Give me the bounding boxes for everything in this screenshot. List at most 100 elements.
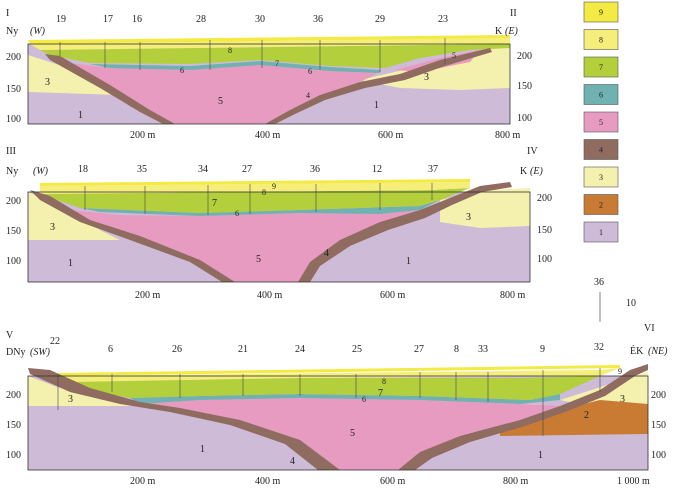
legend-swatch-9 <box>583 1 619 23</box>
y-tick: 150 <box>537 225 552 236</box>
right-direction: K <box>495 26 503 37</box>
x-tick: 800 m <box>500 290 526 301</box>
unit-label: 8 <box>382 377 386 386</box>
y-tick: 200 <box>651 390 666 401</box>
y-axis-left-3: 200 150 100 <box>6 390 21 461</box>
unit-label: 5 <box>452 51 456 60</box>
y-tick: 150 <box>517 81 532 92</box>
x-tick: 800 m <box>503 476 529 487</box>
legend-swatch-6 <box>583 84 619 105</box>
unit-4-fill-left <box>30 190 235 282</box>
well-number: 19 <box>56 14 66 25</box>
legend-label-1: 1 <box>599 228 603 237</box>
well-number: 22 <box>50 336 60 347</box>
unit-labels-2: 9 8 7 6 5 4 3 3 1 1 <box>50 182 471 269</box>
unit-labels-1: 8 6 7 6 5 4 3 3 1 1 5 <box>45 46 456 121</box>
x-tick: 1 000 m <box>617 476 650 487</box>
unit-label: 3 <box>424 72 429 83</box>
unit-5-fill <box>140 398 560 470</box>
unit-label: 2 <box>584 410 589 421</box>
unit-9-fill <box>28 35 510 44</box>
unit-label: 8 <box>228 46 232 55</box>
legend-swatch-2 <box>583 194 619 215</box>
legend-swatch-4 <box>583 139 619 160</box>
y-tick: 200 <box>6 390 21 401</box>
x-tick: 200 m <box>130 476 156 487</box>
unit-label: 1 <box>374 100 379 111</box>
x-tick: 400 m <box>257 290 283 301</box>
unit-6-fill <box>90 61 380 73</box>
cross-section-3: V VI DNy (SW) ÉK (NE) 22 6 26 21 24 25 2… <box>6 323 668 487</box>
well-number: 29 <box>375 14 385 25</box>
y-tick: 100 <box>6 450 21 461</box>
unit-label: 5 <box>218 96 223 107</box>
y-axis-left-2: 200 150 100 <box>6 196 21 267</box>
well-number: 16 <box>132 14 142 25</box>
y-tick: 100 <box>537 254 552 265</box>
legend-swatch-5 <box>583 111 619 133</box>
section-end-label: II <box>510 8 517 19</box>
x-tick: 200 m <box>135 290 161 301</box>
legend-swatch-7 <box>583 56 619 78</box>
unit-label: 3 <box>466 212 471 223</box>
unit-5-fill <box>70 210 420 282</box>
section-start-label: I <box>6 8 9 19</box>
unit-label: 6 <box>180 66 184 75</box>
unit-7-fill <box>40 44 510 68</box>
well-number: 21 <box>238 344 248 355</box>
unit-label: 6 <box>308 67 312 76</box>
x-axis-1: 200 m 400 m 600 m 800 m <box>130 130 521 141</box>
legend-label-3: 3 <box>599 173 603 182</box>
unit-label: 1 <box>68 258 73 269</box>
legend-swatch-8 <box>583 29 619 50</box>
y-tick: 200 <box>6 52 21 63</box>
unit-4-fill-left <box>28 368 340 470</box>
section-frame-3 <box>27 375 649 471</box>
y-tick: 150 <box>651 420 666 431</box>
x-tick: 600 m <box>380 476 406 487</box>
legend-scale-value: 36 <box>594 277 604 288</box>
well-number: 34 <box>198 164 208 175</box>
right-direction: ÉK <box>630 345 644 357</box>
well-numbers-2: 18 35 34 27 36 12 37 <box>78 164 438 175</box>
y-tick: 100 <box>651 450 666 461</box>
unit-4-fill-right <box>265 48 492 124</box>
right-direction-paren: (NE) <box>648 346 668 357</box>
legend-label-9: 9 <box>599 8 603 17</box>
section-end-label: IV <box>527 146 538 157</box>
well-number: 12 <box>372 164 382 175</box>
unit-label: 3 <box>620 394 625 405</box>
legend-label-7: 7 <box>599 63 603 72</box>
well-number: 30 <box>255 14 265 25</box>
legend-swatch-1 <box>583 221 619 243</box>
well-number: 27 <box>242 164 252 175</box>
x-tick: 400 m <box>255 476 281 487</box>
well-number: 27 <box>414 344 424 355</box>
unit-4-fill-right <box>398 364 648 470</box>
well-number: 26 <box>172 344 182 355</box>
cross-section-1: I II Ny (W) K (E) 19 17 16 28 30 36 29 2… <box>6 8 532 141</box>
unit-label: 7 <box>378 388 383 399</box>
well-lines-1 <box>59 38 446 72</box>
well-numbers-1: 19 17 16 28 30 36 29 23 <box>56 14 448 25</box>
unit-label: 3 <box>68 394 73 405</box>
unit-9-fill <box>58 365 620 376</box>
y-tick: 100 <box>6 256 21 267</box>
well-number: 37 <box>428 164 438 175</box>
unit-5-fill <box>60 62 380 124</box>
unit-label: 1 <box>538 450 543 461</box>
y-tick: 200 <box>537 193 552 204</box>
unit-label: 9 <box>272 182 276 191</box>
left-direction-paren: (W) <box>30 26 46 37</box>
unit-label: 7 <box>212 198 217 209</box>
unit-label: 4 <box>290 456 295 467</box>
y-axis-right-3: 200 150 100 <box>651 390 666 461</box>
x-tick: 200 m <box>130 130 156 141</box>
x-axis-2: 200 m 400 m 600 m 800 m <box>135 290 526 301</box>
unit-label: 6 <box>362 395 366 404</box>
well-number: 36 <box>310 164 320 175</box>
legend-label-5: 5 <box>599 118 603 127</box>
y-axis-left-1: 200 150 100 <box>6 52 21 125</box>
unit-label: 3 <box>50 222 55 233</box>
